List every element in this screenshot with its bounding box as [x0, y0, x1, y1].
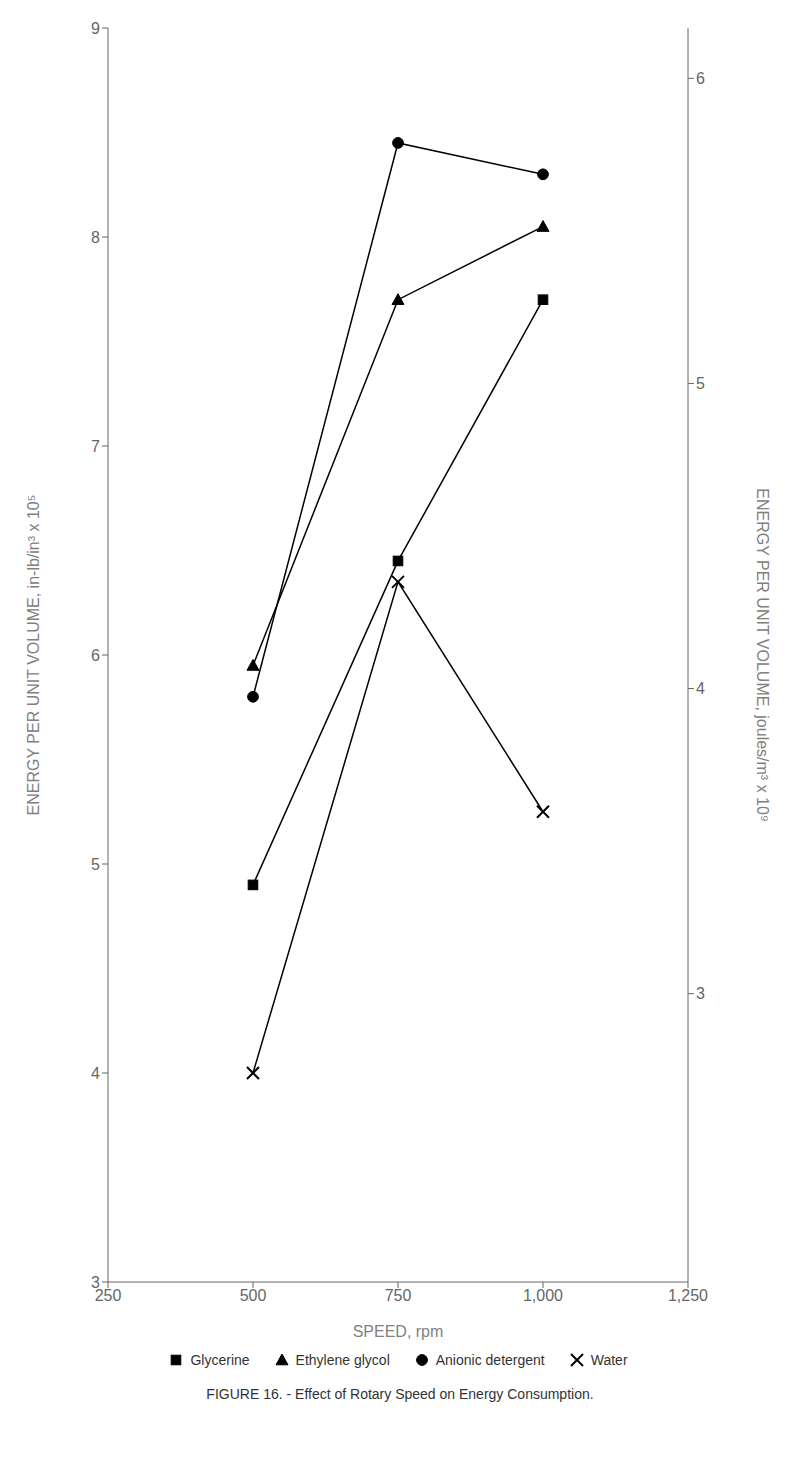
svg-text:4: 4: [696, 680, 705, 697]
svg-text:750: 750: [385, 1287, 412, 1304]
html-text:Glycerine: Glycerine: [190, 1352, 250, 1368]
svg-text:1,250: 1,250: [668, 1287, 708, 1304]
html-text:Water: Water: [590, 1352, 628, 1368]
svg-text:500: 500: [240, 1287, 267, 1304]
html-text:Anionic detergent: Anionic detergent: [435, 1352, 545, 1368]
svg-text:4: 4: [91, 1065, 100, 1082]
svg-text:5: 5: [91, 856, 100, 873]
svg-text:6: 6: [696, 70, 705, 87]
svg-text:5: 5: [696, 375, 705, 392]
svg-text:SPEED, rpm: SPEED, rpm: [353, 1323, 444, 1340]
svg-text:6: 6: [91, 647, 100, 664]
svg-text:ENERGY PER UNIT VOLUME, in-lb/: ENERGY PER UNIT VOLUME, in-lb/in³ x 10⁵: [25, 495, 42, 816]
svg-text:1,000: 1,000: [523, 1287, 563, 1304]
html-text:Ethylene glycol: Ethylene glycol: [295, 1352, 390, 1368]
svg-text:8: 8: [91, 229, 100, 246]
svg-text:3: 3: [696, 985, 705, 1002]
svg-text:7: 7: [91, 438, 100, 455]
svg-text:9: 9: [91, 20, 100, 37]
svg-text:ENERGY PER UNIT VOLUME, joules: ENERGY PER UNIT VOLUME, joules/m³ x 10⁹: [754, 488, 771, 821]
html-text:FIGURE 16. - Effect of Rotary: FIGURE 16. - Effect of Rotary Speed on E…: [206, 1386, 594, 1402]
svg-text:250: 250: [94, 1287, 122, 1305]
svg-text:3: 3: [91, 1274, 100, 1291]
